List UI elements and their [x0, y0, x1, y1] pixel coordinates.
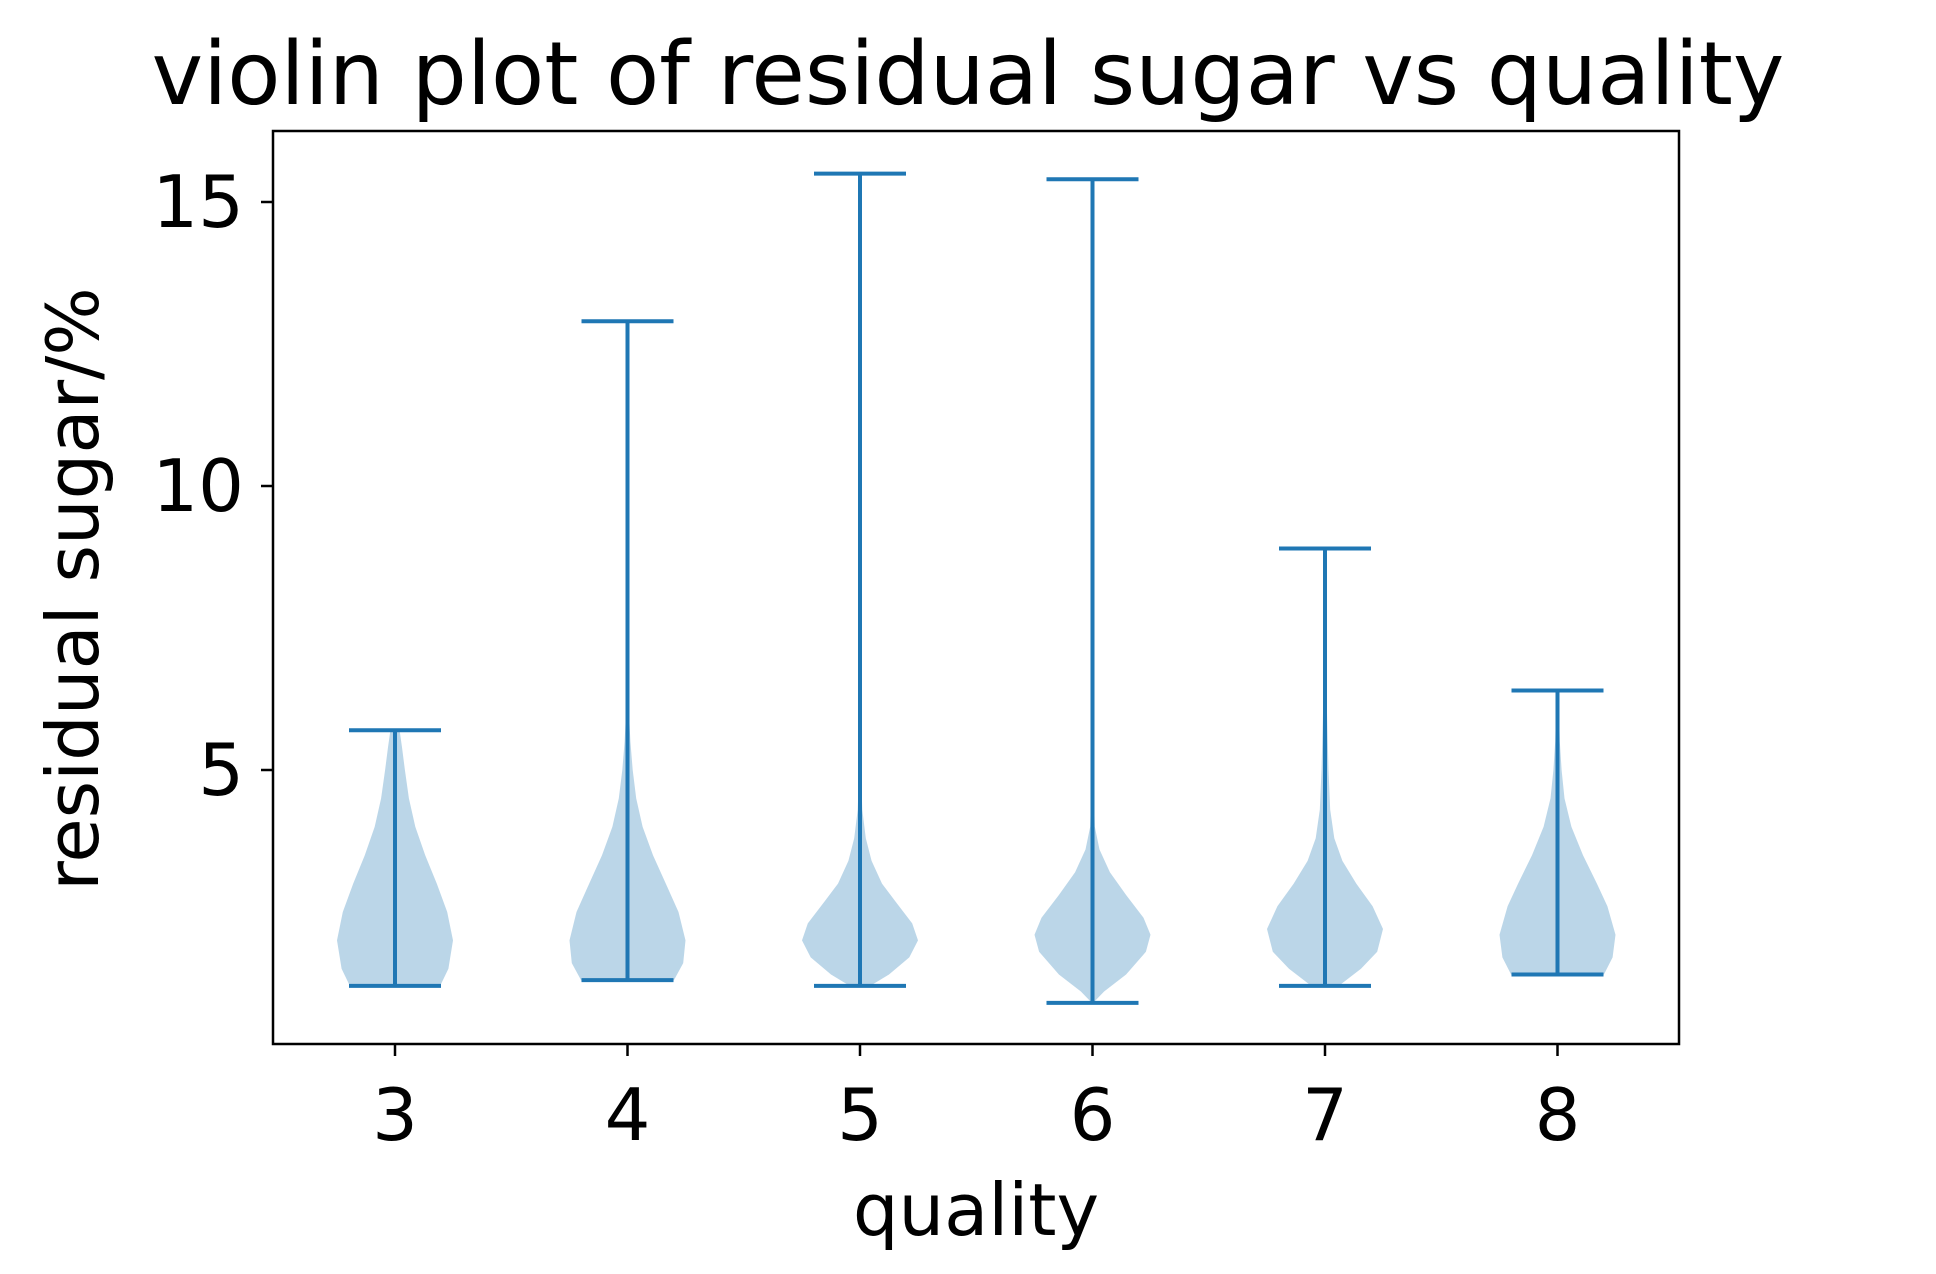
plot-frame [271, 129, 1681, 1046]
x-axis-label: quality [853, 1168, 1099, 1252]
chart-title: violin plot of residual sugar vs quality [152, 23, 1785, 125]
x-tick-label-3: 3 [372, 1073, 418, 1157]
x-tick-label-5: 5 [837, 1073, 883, 1157]
violins-layer [337, 171, 1616, 1005]
y-tick-label-10: 10 [152, 444, 244, 528]
ticks-layer: 3 4 5 6 7 8 5 10 15 [152, 160, 1580, 1157]
y-axis-label: residual sugar/% [31, 287, 115, 890]
y-tick-label-5: 5 [198, 728, 244, 812]
x-tick-label-4: 4 [605, 1073, 651, 1157]
x-tick-label-8: 8 [1535, 1073, 1581, 1157]
x-tick-label-7: 7 [1302, 1073, 1348, 1157]
x-tick-label-6: 6 [1070, 1073, 1116, 1157]
y-tick-label-15: 15 [152, 160, 244, 244]
